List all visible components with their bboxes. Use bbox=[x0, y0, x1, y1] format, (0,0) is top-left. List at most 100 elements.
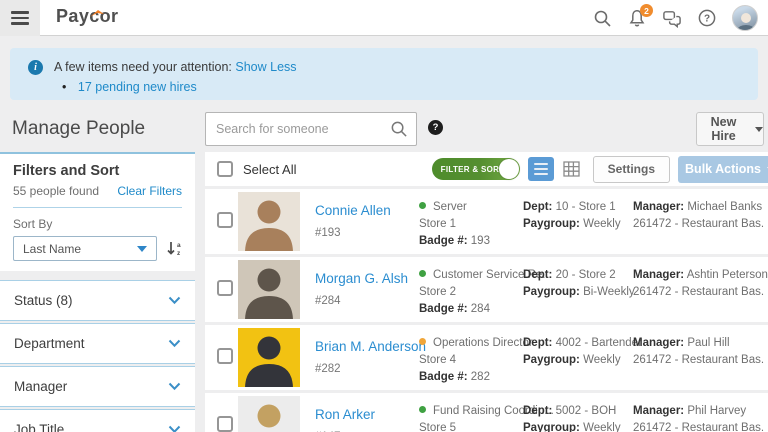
new-hire-label: New Hire bbox=[710, 115, 737, 143]
manager-column: Manager: Michael Banks 261472 - Restaura… bbox=[633, 201, 768, 235]
row-checkbox[interactable] bbox=[217, 280, 233, 296]
view-switcher bbox=[527, 157, 585, 181]
bulk-actions-label: Bulk Actions bbox=[685, 162, 761, 176]
filter-accordion: Status (8) Department Manager Job Title bbox=[0, 280, 195, 432]
employee-photo bbox=[238, 192, 300, 251]
paygroup-value: Weekly bbox=[583, 354, 621, 366]
filter-sort-toggle-label: FILTER & SORT bbox=[440, 164, 505, 174]
employee-name-link[interactable]: Ron Arker bbox=[315, 407, 376, 422]
filter-section-status[interactable]: Status (8) bbox=[0, 280, 195, 321]
filter-section-manager[interactable]: Manager bbox=[0, 366, 195, 407]
banner-bullet-item: 17 pending new hires bbox=[62, 80, 197, 94]
dept-column: Dept: 20 - Store 2 Paygroup: Bi-Weekly bbox=[523, 269, 635, 303]
job-title: Customer Service Re... bbox=[433, 269, 552, 281]
employee-row: Ron Arker #147 Fund Raising Coordin... S… bbox=[205, 393, 768, 432]
status-dot bbox=[419, 406, 426, 413]
paygroup-value: Weekly bbox=[583, 422, 621, 432]
grid-view-button[interactable] bbox=[559, 157, 585, 181]
people-search-input[interactable] bbox=[206, 122, 390, 136]
employee-photo bbox=[238, 260, 300, 319]
select-all-checkbox[interactable] bbox=[217, 161, 233, 177]
badge-label: Badge #: bbox=[419, 235, 468, 247]
manager-value: Paul Hill bbox=[687, 337, 730, 349]
paygroup-label: Paygroup: bbox=[523, 218, 580, 230]
new-hire-button[interactable]: New Hire bbox=[696, 112, 764, 146]
list-toolbar: Select All FILTER & SORT Settings Bulk A… bbox=[205, 152, 768, 186]
filter-sort-toggle[interactable]: FILTER & SORT bbox=[431, 158, 520, 180]
select-all-label: Select All bbox=[243, 161, 297, 177]
employee-row: Morgan G. Alsh #284 Customer Service Re.… bbox=[205, 257, 768, 322]
dept-label: Dept: bbox=[523, 269, 553, 281]
employee-photo bbox=[238, 328, 300, 387]
filters-title: Filters and Sort bbox=[13, 163, 120, 179]
manager-column: Manager: Phil Harvey 261472 - Restaurant… bbox=[633, 405, 768, 432]
org-value: 261472 - Restaurant Bas. bbox=[633, 354, 765, 366]
header-icons: 2 ? bbox=[592, 0, 758, 36]
row-checkbox[interactable] bbox=[217, 416, 233, 432]
employee-id: #284 bbox=[315, 295, 341, 307]
sort-by-label: Sort By bbox=[13, 217, 53, 231]
sort-by-value: Last Name bbox=[23, 241, 82, 256]
help-icon[interactable]: ? bbox=[697, 8, 717, 28]
contextual-help-icon[interactable]: ? bbox=[428, 120, 443, 135]
pending-new-hires-link[interactable]: 17 pending new hires bbox=[77, 80, 197, 94]
badge-number: 282 bbox=[470, 371, 490, 383]
paycor-logo: Paycor bbox=[56, 6, 118, 27]
chat-icon[interactable] bbox=[662, 8, 682, 28]
badge-label: Badge #: bbox=[419, 371, 468, 383]
search-icon[interactable] bbox=[592, 8, 612, 28]
svg-text:?: ? bbox=[704, 14, 710, 25]
sort-by-select[interactable]: Last Name bbox=[13, 236, 157, 261]
store: Store 4 bbox=[419, 354, 457, 366]
filter-section-label: Status (8) bbox=[14, 293, 73, 308]
filters-panel: Filters and Sort 55 people found Clear F… bbox=[0, 152, 195, 271]
filter-section-label: Department bbox=[14, 336, 85, 351]
employee-name-link[interactable]: Brian M. Anderson bbox=[315, 339, 427, 354]
app-header: Paycor 2 ? bbox=[0, 0, 768, 36]
status-dot bbox=[419, 270, 426, 277]
filter-section-department[interactable]: Department bbox=[0, 323, 195, 364]
manager-value: Ashtin Peterson bbox=[686, 269, 768, 281]
chevron-down-icon bbox=[168, 296, 181, 305]
paygroup-value: Bi-Weekly bbox=[583, 286, 635, 298]
job-title: Operations Director bbox=[433, 337, 533, 349]
employee-name-link[interactable]: Morgan G. Alsh bbox=[315, 271, 409, 286]
bulk-actions-button[interactable]: Bulk Actions bbox=[678, 155, 768, 183]
dept-label: Dept: bbox=[523, 201, 553, 213]
status-dot bbox=[419, 338, 426, 345]
dept-column: Dept: 4002 - Bartender Paygroup: Weekly bbox=[523, 337, 642, 371]
dept-label: Dept: bbox=[523, 405, 553, 417]
settings-button[interactable]: Settings bbox=[592, 155, 670, 183]
notification-badge: 2 bbox=[640, 4, 653, 17]
filters-sidebar: Filters and Sort 55 people found Clear F… bbox=[0, 152, 195, 432]
paygroup-label: Paygroup: bbox=[523, 286, 580, 298]
chevron-down-icon bbox=[755, 126, 763, 132]
clear-filters-link[interactable]: Clear Filters bbox=[117, 184, 182, 198]
search-glyph-icon[interactable] bbox=[390, 120, 408, 138]
manager-value: Phil Harvey bbox=[687, 405, 747, 417]
employee-photo bbox=[238, 396, 300, 432]
list-view-button[interactable] bbox=[527, 157, 554, 181]
dept-column: Dept: 5002 - BOH Paygroup: Weekly bbox=[523, 405, 621, 432]
dept-value: 4002 - Bartender bbox=[555, 337, 642, 349]
filter-section-job-title[interactable]: Job Title bbox=[0, 409, 195, 432]
row-checkbox[interactable] bbox=[217, 212, 233, 228]
status-dot bbox=[419, 202, 426, 209]
row-checkbox[interactable] bbox=[217, 348, 233, 364]
grid-icon bbox=[563, 161, 580, 177]
store: Store 2 bbox=[419, 286, 457, 298]
employee-row: Brian M. Anderson #282 Operations Direct… bbox=[205, 325, 768, 390]
employee-name-link[interactable]: Connie Allen bbox=[315, 203, 391, 218]
show-less-link[interactable]: Show Less bbox=[235, 60, 297, 74]
bell-icon[interactable]: 2 bbox=[627, 4, 653, 28]
chevron-down-icon bbox=[168, 339, 181, 348]
manager-column: Manager: Ashtin Peterson 261472 - Restau… bbox=[633, 269, 768, 303]
employee-id: #282 bbox=[315, 363, 341, 375]
filter-section-label: Job Title bbox=[14, 422, 65, 432]
svg-text:a: a bbox=[177, 242, 181, 249]
paygroup-label: Paygroup: bbox=[523, 422, 580, 432]
hamburger-menu-icon[interactable] bbox=[0, 0, 40, 36]
user-avatar[interactable] bbox=[732, 5, 758, 31]
